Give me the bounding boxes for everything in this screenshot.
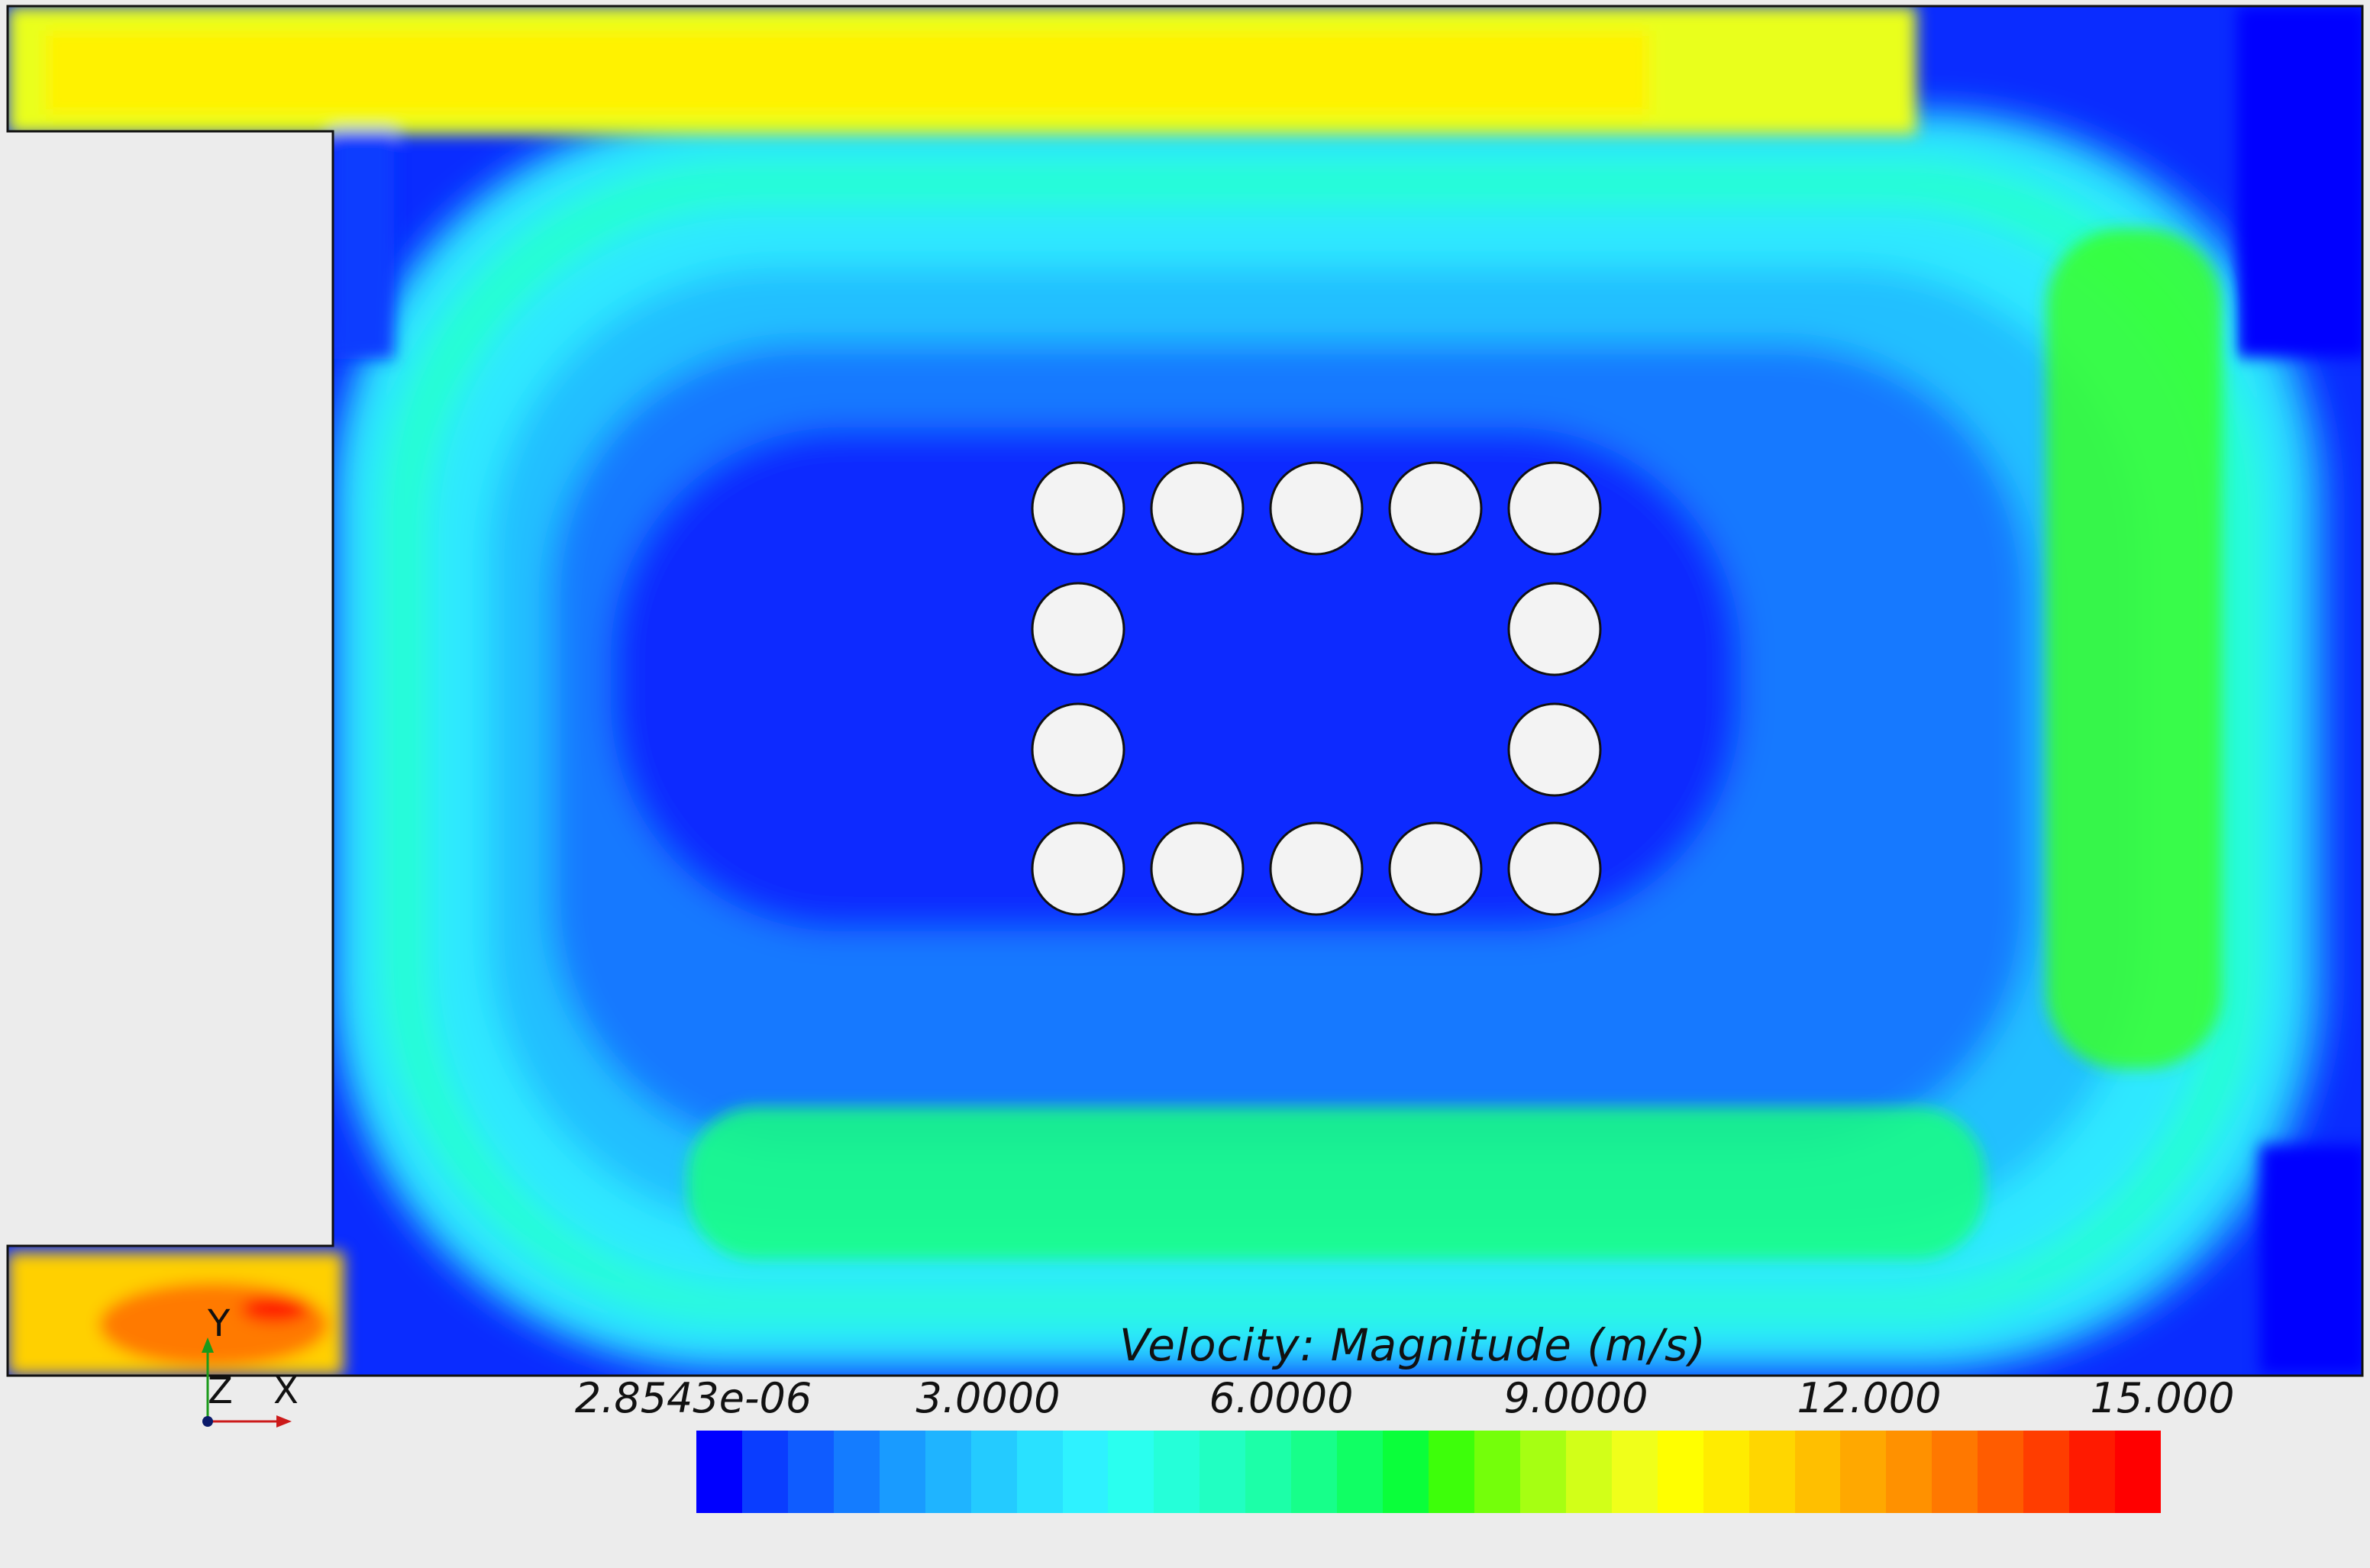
colorbar-swatch [1565, 1431, 1612, 1513]
colorbar-swatch [1611, 1431, 1658, 1513]
tube [1269, 461, 1364, 556]
colorbar-swatch [1245, 1431, 1292, 1513]
tube [1031, 821, 1125, 916]
colorbar-swatch [925, 1431, 971, 1513]
tube [1388, 821, 1483, 916]
tube [1269, 821, 1364, 916]
colorbar-swatch [1337, 1431, 1384, 1513]
colorbar-swatch [1200, 1431, 1246, 1513]
colorbar-swatch [2069, 1431, 2116, 1513]
tube [1507, 461, 1602, 556]
tube-bank [1031, 461, 1602, 916]
colorbar-swatch [1794, 1431, 1841, 1513]
colorbar-swatch [1016, 1431, 1063, 1513]
tube [1507, 821, 1602, 916]
tube [1150, 461, 1245, 556]
colorbar-swatch [1978, 1431, 2024, 1513]
tube [1031, 461, 1125, 556]
tube [1031, 702, 1125, 797]
colorbar-swatch [1748, 1431, 1795, 1513]
colorbar-tick: 9.0000 [1503, 1374, 1648, 1422]
velocity-field [8, 6, 2362, 1376]
colorbar-swatch [1474, 1431, 1520, 1513]
colorbar-swatch [1703, 1431, 1749, 1513]
colorbar-swatch [2023, 1431, 2070, 1513]
colorbar-tick: 15.000 [2090, 1374, 2235, 1422]
colorbar-swatch [1519, 1431, 1566, 1513]
tube [1507, 582, 1602, 676]
colorbar-tick: 12.000 [1797, 1374, 1942, 1422]
colorbar-swatch [741, 1431, 788, 1513]
tube [1388, 461, 1483, 556]
axis-x-label: X [273, 1370, 299, 1412]
axis-z-label: Z [208, 1370, 233, 1412]
tube [1507, 702, 1602, 797]
colorbar-swatch [2115, 1431, 2161, 1513]
colorbar-swatch [1291, 1431, 1338, 1513]
tube [1150, 821, 1245, 916]
axis-y-label: Y [208, 1302, 231, 1345]
colorbar-title: Velocity: Magnitude (m/s) [1119, 1319, 1706, 1371]
colorbar-swatch [970, 1431, 1017, 1513]
colorbar-swatch [1840, 1431, 1887, 1513]
colorbar-tick: 6.0000 [1209, 1374, 1354, 1422]
domain-outline [6, 5, 2364, 1377]
colorbar-swatch [1932, 1431, 1978, 1513]
axis-triad [202, 1337, 292, 1428]
tube [1031, 582, 1125, 676]
colorbar-swatch [833, 1431, 880, 1513]
colorbar [696, 1431, 2161, 1513]
colorbar-swatch [1657, 1431, 1703, 1513]
colorbar-swatch [1886, 1431, 1932, 1513]
colorbar-swatch [1429, 1431, 1474, 1513]
colorbar-swatch [1062, 1431, 1109, 1513]
colorbar-swatch [787, 1431, 834, 1513]
colorbar-swatch [1108, 1431, 1154, 1513]
colorbar-tick: 2.8543e-06 [574, 1374, 812, 1422]
colorbar-swatch [1154, 1431, 1200, 1513]
colorbar-swatch [1383, 1431, 1429, 1513]
colorbar-swatch [696, 1431, 742, 1513]
colorbar-tick: 3.0000 [915, 1374, 1061, 1422]
colorbar-swatch [879, 1431, 925, 1513]
